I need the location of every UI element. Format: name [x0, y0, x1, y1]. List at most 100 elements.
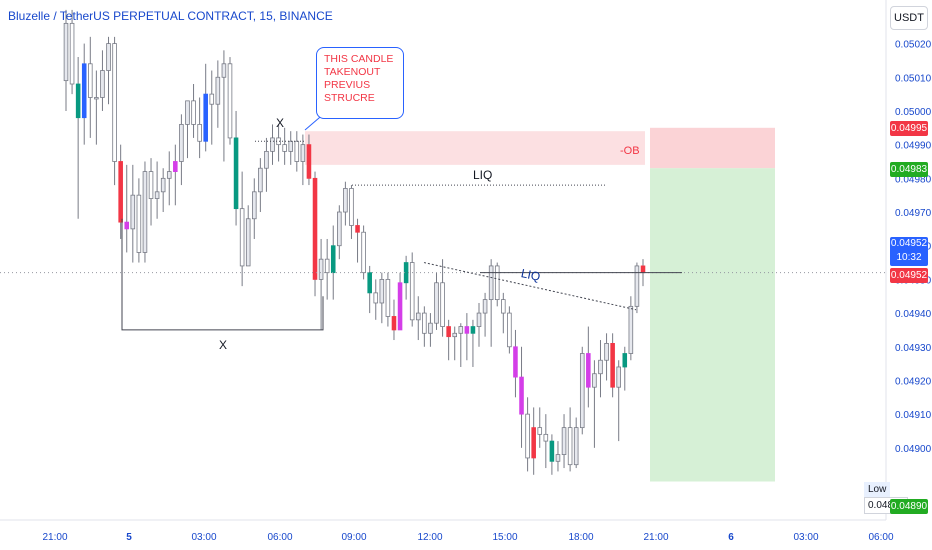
- price-tick-label: 0.04970: [895, 208, 932, 219]
- target-price-tag: 0.04890: [890, 499, 928, 514]
- candle-body: [270, 137, 275, 152]
- x-bottom-label: X: [219, 338, 228, 352]
- candle-body: [592, 373, 597, 388]
- candle-body: [579, 353, 585, 429]
- order-block-zone: [305, 131, 645, 165]
- candle-body: [464, 326, 470, 334]
- candle-body: [476, 312, 482, 327]
- time-tick-label: 09:00: [341, 532, 366, 543]
- candle-body: [160, 177, 166, 193]
- take-profit-zone: [650, 168, 775, 482]
- candle-body: [209, 93, 215, 105]
- callout-line-2: TAKENOUT: [324, 66, 381, 78]
- candle-body: [555, 454, 561, 462]
- candle-body: [434, 282, 439, 324]
- candle-body: [312, 177, 318, 280]
- price-tick-label: 0.04920: [895, 376, 932, 387]
- candle-body: [610, 343, 615, 388]
- live-price-tag: 0.04952 10:32: [890, 237, 928, 266]
- time-tick-label: 21:00: [42, 532, 67, 543]
- low-label: Low: [864, 482, 891, 497]
- time-tick-label: 06:00: [267, 532, 292, 543]
- candle-body: [142, 171, 148, 253]
- candle-body: [567, 427, 573, 466]
- candle-body: [525, 413, 530, 459]
- candle-body: [549, 440, 555, 462]
- candle-body: [179, 124, 184, 162]
- candle-body: [203, 93, 208, 142]
- candle-body: [106, 43, 111, 71]
- price-tick-label: 0.04910: [895, 410, 932, 421]
- x-low-bracket: [121, 218, 324, 331]
- price-tick-label: 0.05020: [895, 40, 932, 51]
- callout-line-1: THIS CANDLE: [324, 53, 394, 65]
- candle-body: [227, 63, 233, 139]
- last-price-tag: 0.04952: [890, 268, 928, 283]
- price-tick-label: 0.04930: [895, 343, 932, 354]
- candle-body: [604, 343, 609, 361]
- x-top-label: X: [276, 116, 285, 130]
- candle-body: [173, 161, 178, 172]
- stop-price-tag: 0.04995: [890, 121, 928, 136]
- candle-body: [330, 245, 336, 274]
- time-tick-label: 15:00: [492, 532, 517, 543]
- candle-body: [324, 258, 330, 274]
- candle-body: [513, 346, 518, 378]
- candle-body: [385, 278, 391, 317]
- candle-body: [561, 427, 567, 455]
- candle-body: [373, 292, 379, 304]
- candle-body: [124, 221, 130, 230]
- candle-body: [422, 312, 427, 334]
- candle-body: [264, 150, 269, 169]
- candle-body: [616, 366, 621, 388]
- candle-body: [458, 326, 464, 334]
- currency-button[interactable]: USDT: [890, 6, 928, 30]
- candle-body: [537, 427, 543, 435]
- candle-body: [507, 312, 512, 348]
- price-tick-label: 0.05010: [895, 73, 932, 84]
- callout-note[interactable]: THIS CANDLE TAKENOUT PREVIUS STRUCRE: [316, 47, 404, 119]
- symbol-title[interactable]: Bluzelle / TetherUS PERPETUAL CONTRACT, …: [8, 9, 333, 23]
- low-marker: Low 0.04890: [864, 482, 932, 514]
- candle-body: [482, 299, 488, 314]
- candle-body: [640, 265, 646, 274]
- candle-body: [622, 353, 628, 368]
- countdown-timer: 10:32: [896, 252, 922, 263]
- callout-line-3: PREVIUS: [324, 79, 371, 91]
- time-tick-label: 03:00: [191, 532, 216, 543]
- candle-body: [88, 63, 93, 98]
- candle-body: [586, 353, 591, 388]
- candle-body: [367, 272, 372, 294]
- candle-body: [598, 359, 603, 375]
- callout-line-4: STRUCRE: [324, 92, 375, 104]
- candle-body: [349, 188, 354, 226]
- candle-body: [112, 43, 117, 162]
- candle-body: [337, 211, 342, 247]
- candle-body: [446, 326, 451, 338]
- candle-body: [75, 83, 81, 119]
- candle-body: [628, 305, 634, 354]
- price-tick-label: 0.04980: [895, 174, 932, 185]
- entry-price-tag: 0.04983: [890, 162, 928, 177]
- time-tick-label: 6: [728, 532, 734, 543]
- candle-body: [215, 76, 221, 105]
- candle-body: [452, 332, 457, 338]
- candle-body: [355, 225, 360, 233]
- candle-body: [166, 171, 172, 179]
- candle-body: [136, 194, 142, 253]
- candle-body: [63, 22, 69, 82]
- candle-body: [81, 63, 87, 119]
- candle-body: [415, 312, 421, 321]
- candle-body: [191, 100, 196, 125]
- order-block-label: -OB: [620, 145, 640, 157]
- candle-body: [501, 299, 506, 314]
- candle-body: [118, 161, 123, 223]
- candle-body: [100, 70, 105, 98]
- candle-body: [428, 322, 433, 334]
- candle-body: [488, 265, 494, 301]
- candle-body: [94, 97, 99, 100]
- candle-body: [239, 208, 245, 267]
- candle-body: [252, 191, 257, 220]
- candle-body: [519, 376, 524, 415]
